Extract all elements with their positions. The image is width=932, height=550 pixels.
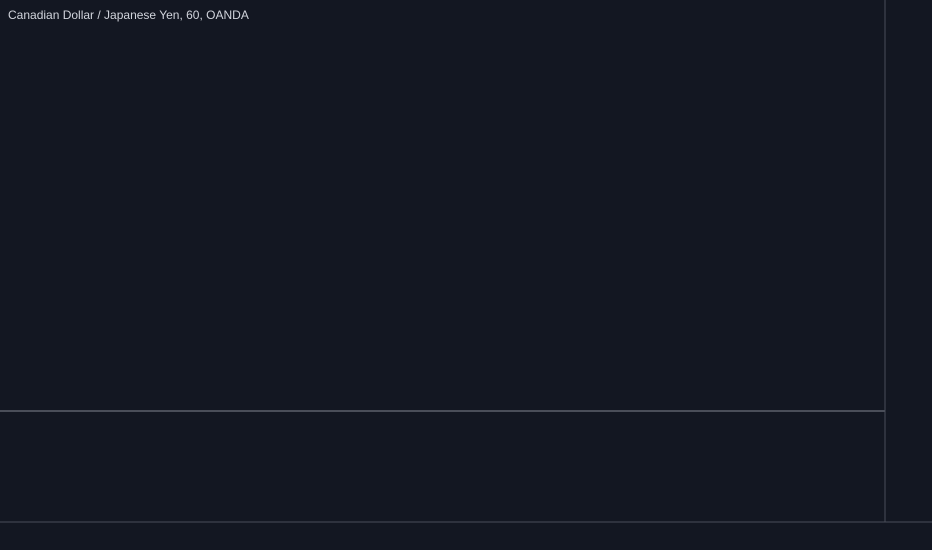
chart-title: Canadian Dollar / Japanese Yen, 60, OAND… [8,8,249,22]
